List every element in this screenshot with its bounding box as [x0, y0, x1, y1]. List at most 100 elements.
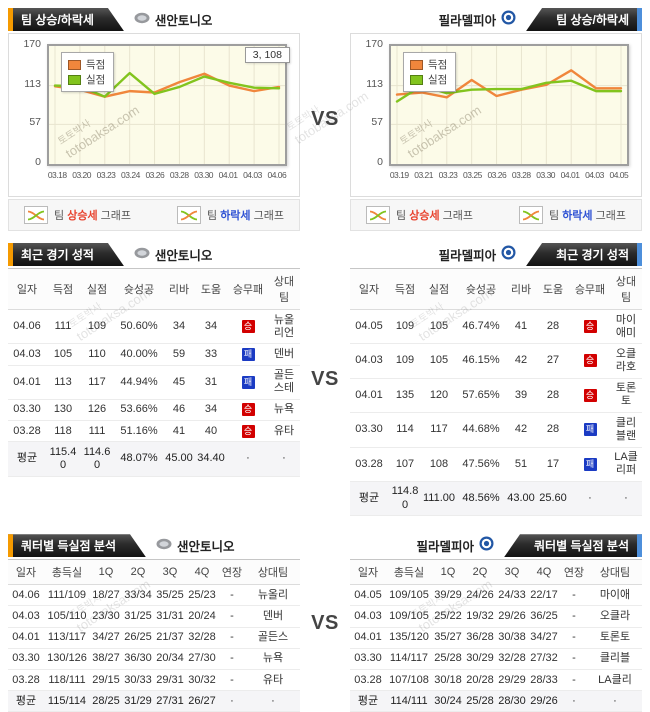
table-cell: 38/27	[90, 648, 122, 671]
team-label-right: 필라델피아	[439, 245, 517, 265]
table-row: 03.28 118/111 29/15 30/33 29/31 30/32- 유타	[8, 669, 300, 692]
table-cell: 34	[194, 309, 228, 345]
table-cell: 유타	[268, 420, 300, 443]
column-header: 상대팀	[588, 559, 642, 586]
table-cell: 오클라호	[610, 343, 642, 379]
table-cell: 03.28	[8, 669, 44, 692]
loss-badge: 패	[241, 375, 255, 389]
table-cell: 덴버	[268, 343, 300, 366]
tab-title: 팀 상승/하락세	[21, 13, 94, 27]
table-cell: 50.60%	[114, 309, 164, 345]
x-axis-tick: 03.24	[121, 170, 140, 180]
table-cell: 109/105	[386, 605, 432, 628]
trend-section: 팀 상승/하락세 샌안토니오 0 57 113 170 03.18 03.20 03.23 0…	[0, 8, 650, 231]
table-cell: 31/29	[122, 690, 154, 712]
table-cell: 48.07%	[114, 441, 164, 477]
data-table: 일자 득점 실점 슛성공 리바 도움 승무패 상대팀 04.06 111 109 50.60% 34 34…	[8, 268, 300, 477]
table-cell: 25/28	[464, 690, 496, 712]
table-cell: 41	[506, 309, 536, 345]
table-cell: 04.03	[8, 605, 44, 628]
table-cell: 43.00	[506, 480, 536, 517]
section-tab-quarter-left: 쿼터별 득실점 분석	[8, 534, 146, 557]
table-cell: 20/28	[464, 669, 496, 692]
y-axis-tick: 0	[377, 156, 383, 168]
y-axis-tick: 0	[35, 156, 41, 168]
column-header: 리바	[164, 268, 194, 310]
table-cell: 36/25	[528, 605, 560, 628]
table-cell: 42	[506, 412, 536, 448]
table-cell: 03.30	[350, 648, 386, 671]
table-cell: 28	[536, 378, 570, 414]
table-cell: 03.30	[350, 412, 388, 448]
table-cell: 03.30	[8, 399, 46, 422]
table-cell: 24/33	[496, 584, 528, 607]
table-cell: 27/32	[528, 648, 560, 671]
data-table: 일자 총득실 1Q 2Q 3Q 4Q 연장 상대팀 04.05 109/105 39/29 24/26…	[350, 559, 642, 712]
table-cell: 46.15%	[456, 343, 506, 379]
table-cell: 03.28	[350, 447, 388, 482]
trend-chart-left[interactable]: 0 57 113 170 03.18 03.20 03.23 03.24 03.26 03.28 0…	[8, 33, 300, 197]
table-cell: 토론토	[610, 378, 642, 414]
table-cell: 04.06	[8, 584, 44, 607]
table-cell: -	[218, 605, 246, 628]
recent-table-right: 일자 득점 실점 슛성공 리바 도움 승무패 상대팀 04.05 109 105 46.74% 41 28…	[350, 268, 642, 517]
table-cell: 승	[570, 309, 610, 345]
table-row: 03.28 107 108 47.56% 51 17 패 LA클리퍼	[350, 447, 642, 482]
data-table: 일자 득점 실점 슛성공 리바 도움 승무패 상대팀 04.05 109 105 46.74% 41 28…	[350, 268, 642, 517]
recent-table-left: 일자 득점 실점 슛성공 리바 도움 승무패 상대팀 04.06 111 109 50.60% 34 34…	[8, 268, 300, 477]
table-cell: -	[218, 669, 246, 692]
legend-swatch	[68, 59, 81, 70]
table-cell: 04.01	[8, 365, 46, 400]
table-cell: 04.05	[350, 584, 386, 607]
table-cell: 04.03	[350, 605, 386, 628]
fall-graph-legend[interactable]: 팀 하락세 그래프	[519, 206, 626, 224]
table-cell: 41	[164, 420, 194, 443]
orange-accent-bar	[8, 243, 13, 266]
y-axis-tick: 57	[371, 116, 383, 129]
vs-cell: VS	[300, 534, 350, 712]
table-cell: 40.00%	[114, 343, 164, 366]
x-axis-tick: 03.26	[145, 170, 165, 180]
team-label-left: 샌안토니오	[134, 10, 212, 29]
table-cell: 111	[80, 420, 114, 443]
table-cell: 53.66%	[114, 399, 164, 422]
table-cell: 25.60	[536, 480, 570, 517]
team-label-left: 샌안토니오	[156, 536, 235, 555]
x-axis-tick: 04.03	[243, 170, 262, 180]
table-cell: 114.80	[388, 480, 422, 517]
table-cell: 46	[164, 399, 194, 422]
table-cell: 117	[422, 412, 456, 448]
average-row: 평균 114.80 111.00 48.56% 43.00 25.60 · ·	[350, 480, 642, 517]
trend-header-left: 팀 상승/하락세 샌안토니오	[8, 8, 300, 31]
legend-item: 득점	[410, 57, 447, 72]
table-cell: 111/109	[44, 584, 90, 607]
table-header-row: 일자 득점 실점 슛성공 리바 도움 승무패 상대팀	[8, 268, 300, 310]
average-row: 평균 115.40 114.60 48.07% 45.00 34.40 · ·	[8, 441, 300, 477]
legend-swatch	[68, 74, 81, 85]
table-cell: 126	[80, 399, 114, 422]
legend-item: 실점	[410, 72, 447, 87]
quarter-panel-left: 쿼터별 득실점 분석 샌안토니오 일자 총득실 1Q 2Q 3Q 4Q 연장 상대팀 04.06…	[8, 534, 300, 712]
quarter-header-left: 쿼터별 득실점 분석 샌안토니오	[8, 534, 300, 557]
legend-label: 실점	[428, 74, 448, 86]
column-header: 슛성공	[114, 268, 164, 310]
rise-graph-legend[interactable]: 팀 상승세 그래프	[366, 206, 473, 224]
rise-graph-legend[interactable]: 팀 상승세 그래프	[24, 206, 131, 224]
column-header: 일자	[8, 559, 44, 586]
table-cell: 109	[388, 309, 422, 345]
x-axis-tick: 03.20	[72, 170, 91, 180]
column-header: 2Q	[464, 559, 496, 586]
column-header: 3Q	[496, 559, 528, 586]
team-logo-icon	[479, 536, 494, 556]
win-badge: 승	[241, 424, 255, 438]
column-header: 2Q	[122, 559, 154, 586]
table-cell: ·	[570, 480, 610, 517]
table-cell: 04.05	[350, 309, 388, 345]
fall-graph-legend[interactable]: 팀 하락세 그래프	[177, 206, 284, 224]
table-cell: 51	[506, 447, 536, 482]
section-tab-trend-left: 팀 상승/하락세	[8, 8, 124, 31]
column-header: 상대팀	[268, 268, 300, 310]
x-axis-tick: 03.26	[487, 170, 507, 180]
trend-chart-right[interactable]: 0 57 113 170 03.19 03.21 03.23 03.25 03.26 03.28 0…	[350, 33, 642, 197]
table-cell: 105	[422, 309, 456, 345]
